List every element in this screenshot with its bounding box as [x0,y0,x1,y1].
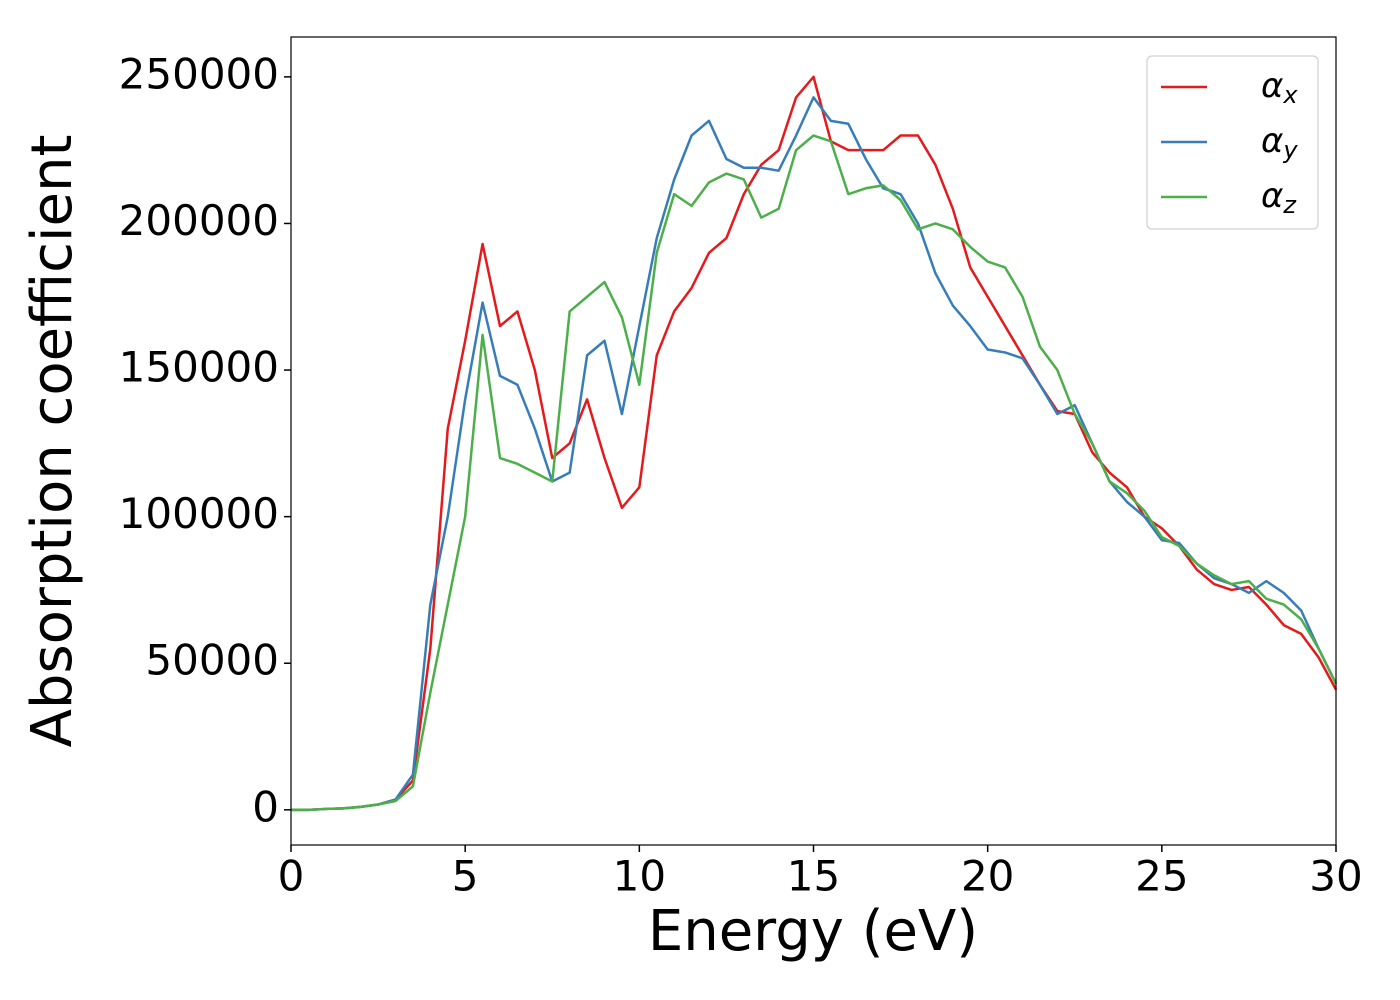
legend-label: αy [1261,121,1298,165]
x-axis-label: Energy (eV) [648,899,978,964]
x-tick-label: 30 [1309,852,1362,901]
y-tick-label: 150000 [119,343,279,392]
x-tick-label: 25 [1135,852,1188,901]
y-tick-label: 100000 [119,489,279,538]
legend-box [1146,55,1319,230]
y-tick-label: 50000 [145,636,279,685]
data-line [291,75,1338,812]
x-tick-label: 15 [787,852,840,901]
x-tick-label: 10 [613,852,666,901]
x-tick-label: 20 [961,852,1014,901]
data-line [291,134,1338,812]
y-axis-label: Absorption coefficient [20,135,85,748]
legend-label: αz [1261,176,1297,220]
y-tick-label: 200000 [119,196,279,245]
x-tick-label: 5 [452,852,479,901]
data-line [291,96,1338,812]
plot-frame [290,36,1337,846]
y-tick-label: 250000 [119,49,279,98]
y-tick-label: 0 [252,782,279,831]
legend-label: αx [1261,66,1298,110]
x-tick-label: 0 [278,852,305,901]
